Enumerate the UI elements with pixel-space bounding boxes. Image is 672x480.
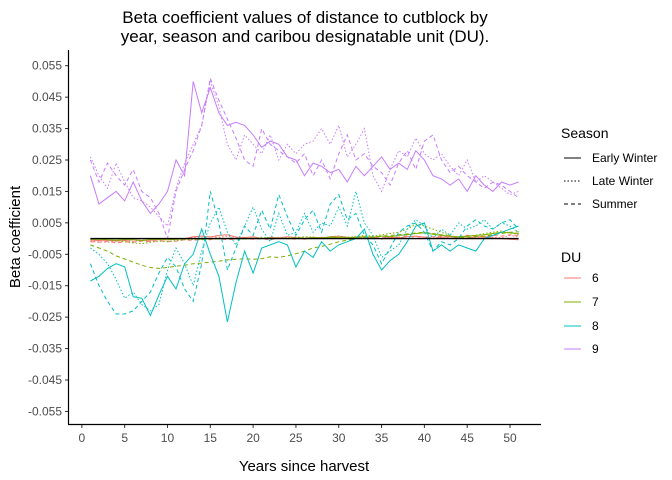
- legend-label-du-6: 6: [592, 271, 599, 285]
- y-tick-label: 0.045: [32, 90, 62, 104]
- season-legend: Season Early Winter Late Winter Summer: [561, 125, 657, 211]
- y-tick-label: 0.005: [32, 216, 62, 230]
- legend-label-early-winter: Early Winter: [592, 151, 657, 165]
- x-tick-label: 20: [246, 431, 260, 445]
- x-tick-label: 0: [79, 431, 86, 445]
- legend-label-summer: Summer: [592, 197, 637, 211]
- y-axis-title: Beta coefficient: [7, 185, 24, 288]
- legend-label-du-7: 7: [592, 295, 599, 309]
- series-line-du8-early-winter: [90, 222, 519, 323]
- chart-title-line-1: Beta coefficient values of distance to c…: [122, 8, 488, 27]
- y-tick-label: -0.055: [28, 404, 62, 418]
- season-legend-title: Season: [561, 125, 608, 141]
- series-line-du9-early-winter: [89, 81, 519, 215]
- y-tick-label: 0.055: [32, 59, 62, 73]
- du-legend-title: DU: [561, 249, 581, 265]
- y-tick-label: 0.025: [32, 153, 62, 167]
- x-tick-label: 25: [289, 431, 303, 445]
- du-legend: DU 6 7 8 9: [561, 249, 599, 356]
- x-tick-label: 40: [418, 431, 432, 445]
- y-tick-label: -0.005: [28, 247, 62, 261]
- x-tick-label: 15: [204, 431, 218, 445]
- x-tick-label: 35: [375, 431, 389, 445]
- series-line-du9-late-winter: [89, 79, 519, 228]
- y-axis-ticks: -0.055 -0.045 -0.035 -0.025 -0.015 -0.005 0.00…: [28, 59, 69, 418]
- y-tick-label: 0.015: [32, 184, 62, 198]
- x-tick-label: 30: [332, 431, 346, 445]
- y-tick-label: 0.035: [32, 122, 62, 136]
- legend-label-du-9: 9: [592, 342, 599, 356]
- x-tick-label: 10: [161, 431, 175, 445]
- series-line-du7-summer: [90, 231, 519, 269]
- series-line-du8-summer: [89, 191, 519, 315]
- x-tick-label: 45: [461, 431, 475, 445]
- x-tick-label: 50: [503, 431, 517, 445]
- plot-lines: [89, 76, 519, 323]
- legend-label-late-winter: Late Winter: [592, 174, 653, 188]
- y-tick-label: -0.025: [28, 310, 62, 324]
- y-tick-label: -0.035: [28, 342, 62, 356]
- y-tick-label: -0.015: [28, 279, 62, 293]
- x-axis-title: Years since harvest: [239, 458, 370, 475]
- series-line-du8-late-winter: [90, 189, 519, 312]
- chart-title-line-2: year, season and caribou designatable un…: [121, 27, 490, 46]
- series-line-du6-summer: [90, 234, 519, 244]
- y-tick-label: -0.045: [28, 373, 62, 387]
- legend-label-du-8: 8: [592, 319, 599, 333]
- x-tick-label: 5: [121, 431, 128, 445]
- x-axis-ticks: 0 5 10 15 20 25 30 35 40 45 50: [79, 424, 517, 445]
